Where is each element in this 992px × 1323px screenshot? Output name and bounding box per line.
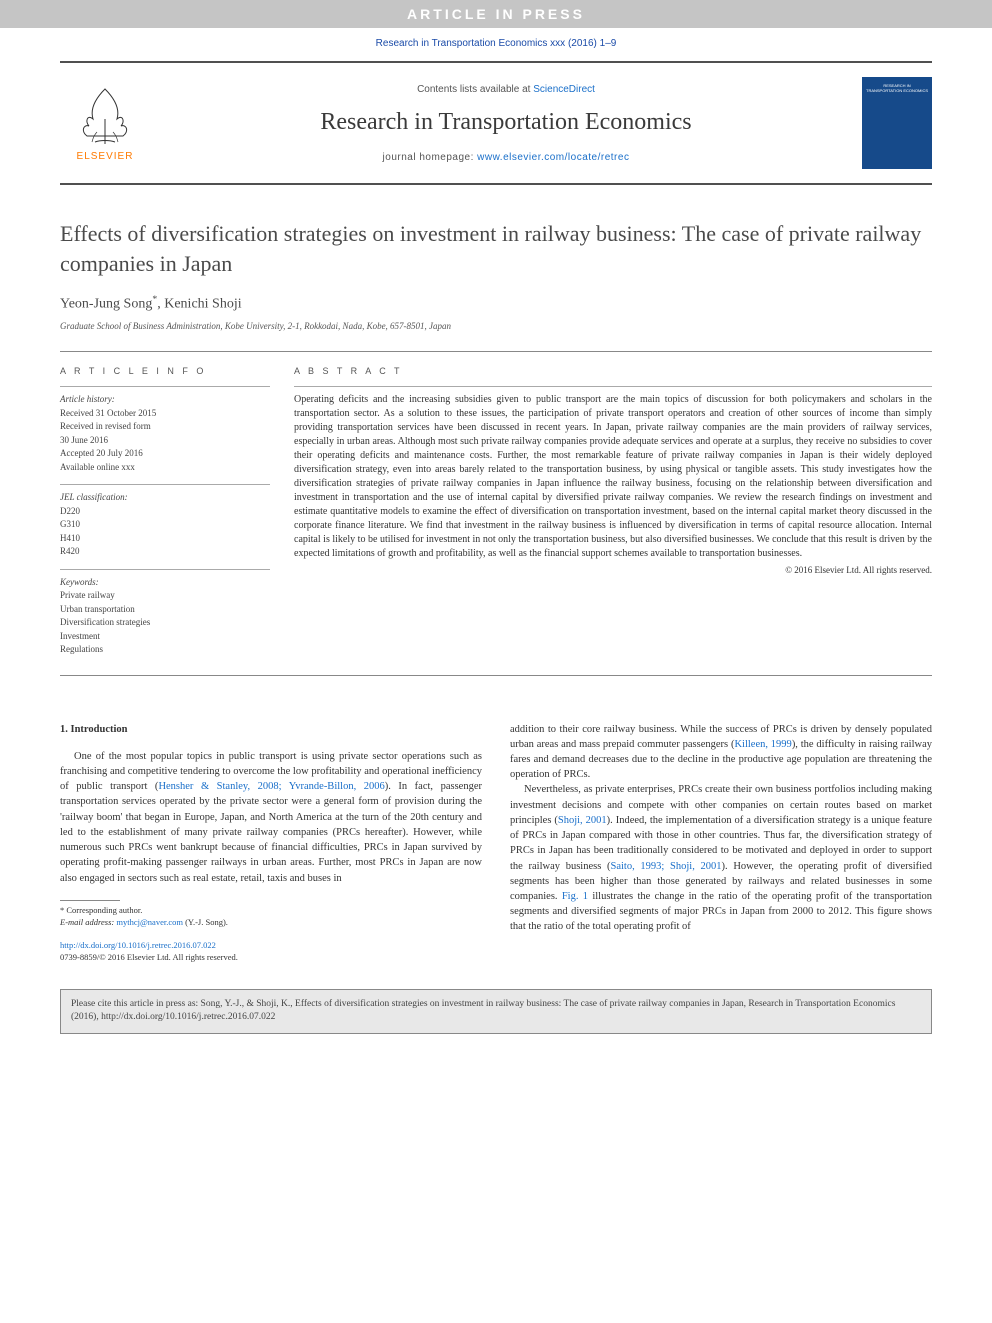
authors: Yeon-Jung Song*, Kenichi Shoji bbox=[60, 294, 932, 313]
issn-copyright: 0739-8859/© 2016 Elsevier Ltd. All right… bbox=[60, 952, 238, 962]
elsevier-logo[interactable]: ELSEVIER bbox=[60, 73, 150, 173]
citation-link[interactable]: Hensher & Stanley, 2008; Yvrande-Billon,… bbox=[158, 781, 384, 792]
figure-link[interactable]: Fig. 1 bbox=[562, 891, 588, 902]
header-center: Contents lists available at ScienceDirec… bbox=[150, 84, 862, 163]
journal-header: ELSEVIER Contents lists available at Sci… bbox=[60, 61, 932, 185]
contents-lists-line: Contents lists available at ScienceDirec… bbox=[150, 84, 862, 95]
abstract-copyright: © 2016 Elsevier Ltd. All rights reserved… bbox=[294, 565, 932, 575]
info-abstract-row: A R T I C L E I N F O Article history: R… bbox=[60, 351, 932, 676]
doi-block: http://dx.doi.org/10.1016/j.retrec.2016.… bbox=[60, 939, 482, 964]
jel-code: H410 bbox=[60, 533, 80, 543]
jel-code: D220 bbox=[60, 506, 80, 516]
intro-paragraph-1: One of the most popular topics in public… bbox=[60, 749, 482, 886]
journal-homepage-line: journal homepage: www.elsevier.com/locat… bbox=[150, 152, 862, 163]
email-label: E-mail address: bbox=[60, 917, 116, 927]
keywords-block: Keywords: Private railway Urban transpor… bbox=[60, 569, 270, 657]
abstract-heading: A B S T R A C T bbox=[294, 366, 932, 376]
citation-link[interactable]: Killeen, 1999 bbox=[734, 739, 791, 750]
homepage-prefix: journal homepage: bbox=[383, 152, 478, 163]
keyword: Diversification strategies bbox=[60, 617, 150, 627]
keyword: Investment bbox=[60, 631, 100, 641]
email-link[interactable]: mythcj@naver.com bbox=[116, 917, 183, 927]
keyword: Regulations bbox=[60, 644, 103, 654]
jel-block: JEL classification: D220 G310 H410 R420 bbox=[60, 484, 270, 559]
keyword: Urban transportation bbox=[60, 604, 135, 614]
abstract-column: A B S T R A C T Operating deficits and t… bbox=[294, 366, 932, 667]
jel-label: JEL classification: bbox=[60, 492, 128, 502]
body-columns: 1. Introduction One of the most popular … bbox=[60, 722, 932, 964]
elsevier-tree-icon bbox=[75, 84, 135, 149]
jel-code: R420 bbox=[60, 546, 80, 556]
email-line: E-mail address: mythcj@naver.com (Y.-J. … bbox=[60, 917, 482, 929]
intro-paragraph-1-cont: addition to their core railway business.… bbox=[510, 722, 932, 783]
intro-paragraph-2: Nevertheless, as private enterprises, PR… bbox=[510, 782, 932, 934]
history-label: Article history: bbox=[60, 394, 115, 404]
journal-cover-thumbnail[interactable]: RESEARCH IN TRANSPORTATION ECONOMICS bbox=[862, 77, 932, 169]
citation-link[interactable]: Saito, 1993; Shoji, 2001 bbox=[611, 861, 722, 872]
affiliation: Graduate School of Business Administrati… bbox=[60, 321, 932, 331]
section-heading-intro: 1. Introduction bbox=[60, 722, 482, 737]
history-line: Received 31 October 2015 bbox=[60, 408, 156, 418]
corresponding-author-note: * Corresponding author. bbox=[60, 905, 482, 917]
jel-code: G310 bbox=[60, 519, 80, 529]
history-line: Received in revised form bbox=[60, 421, 151, 431]
footnote-separator bbox=[60, 900, 120, 901]
keyword: Private railway bbox=[60, 590, 115, 600]
body-column-right: addition to their core railway business.… bbox=[510, 722, 932, 964]
doi-link[interactable]: http://dx.doi.org/10.1016/j.retrec.2016.… bbox=[60, 940, 216, 950]
article-info-heading: A R T I C L E I N F O bbox=[60, 366, 270, 376]
article-info-column: A R T I C L E I N F O Article history: R… bbox=[60, 366, 270, 667]
history-line: Accepted 20 July 2016 bbox=[60, 448, 143, 458]
paper-title: Effects of diversification strategies on… bbox=[60, 219, 932, 278]
cover-label: RESEARCH IN TRANSPORTATION ECONOMICS bbox=[866, 83, 928, 93]
citation-link[interactable]: Shoji, 2001 bbox=[558, 815, 607, 826]
elsevier-wordmark: ELSEVIER bbox=[77, 151, 134, 162]
p1-post: ). In fact, passenger transportation ser… bbox=[60, 781, 482, 883]
footnotes: * Corresponding author. E-mail address: … bbox=[60, 905, 482, 929]
journal-reference: Research in Transportation Economics xxx… bbox=[0, 28, 992, 57]
homepage-link[interactable]: www.elsevier.com/locate/retrec bbox=[477, 152, 629, 163]
journal-title: Research in Transportation Economics bbox=[150, 109, 862, 136]
sciencedirect-link[interactable]: ScienceDirect bbox=[533, 84, 595, 95]
article-history-block: Article history: Received 31 October 201… bbox=[60, 386, 270, 474]
keywords-label: Keywords: bbox=[60, 577, 99, 587]
article-in-press-banner: ARTICLE IN PRESS bbox=[0, 0, 992, 28]
abstract-text: Operating deficits and the increasing su… bbox=[294, 386, 932, 561]
contents-prefix: Contents lists available at bbox=[417, 84, 533, 95]
main-content: Effects of diversification strategies on… bbox=[0, 185, 992, 963]
history-line: 30 June 2016 bbox=[60, 435, 108, 445]
history-line: Available online xxx bbox=[60, 462, 135, 472]
body-column-left: 1. Introduction One of the most popular … bbox=[60, 722, 482, 964]
citation-box: Please cite this article in press as: So… bbox=[60, 989, 932, 1034]
email-suffix: (Y.-J. Song). bbox=[183, 917, 228, 927]
